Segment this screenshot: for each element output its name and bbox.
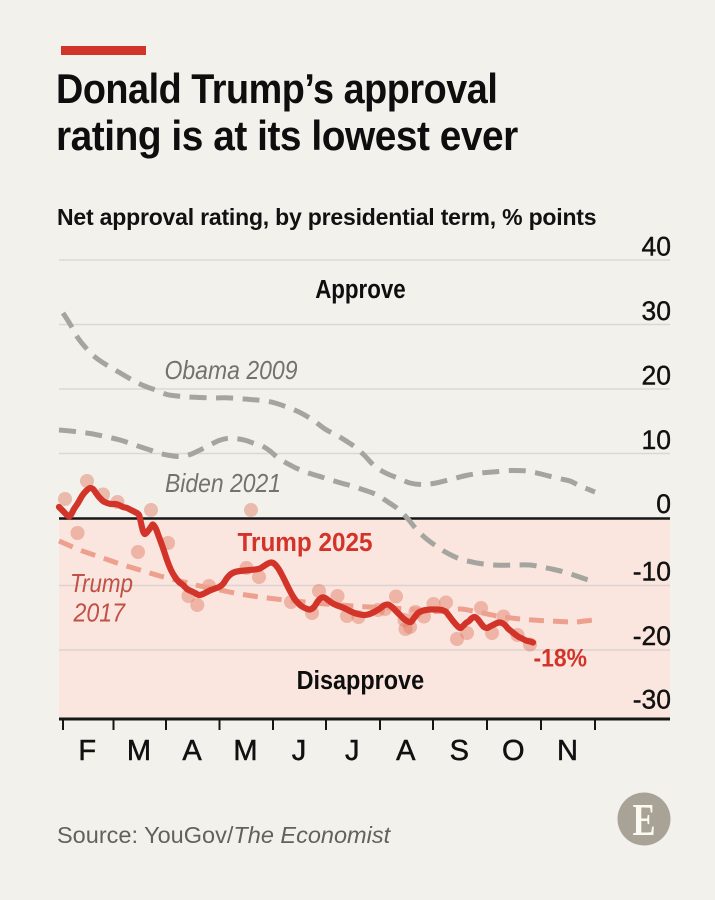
svg-text:Disapprove: Disapprove [297,667,425,695]
svg-text:-30: -30 [633,685,671,715]
svg-text:S: S [450,735,469,767]
svg-text:J: J [292,735,307,767]
svg-text:A: A [396,735,416,767]
svg-text:N: N [557,735,578,767]
svg-text:M: M [127,735,151,767]
svg-text:J: J [345,735,360,767]
svg-text:M: M [233,735,257,767]
svg-text:-20: -20 [633,621,671,651]
svg-text:2017: 2017 [73,598,127,628]
svg-text:Approve: Approve [315,276,406,304]
svg-text:O: O [502,735,525,767]
svg-text:A: A [182,735,202,767]
svg-text:Biden 2021: Biden 2021 [165,468,281,498]
svg-text:F: F [78,735,96,767]
svg-text:30: 30 [642,296,671,326]
svg-text:Trump 2025: Trump 2025 [238,529,373,557]
svg-text:Trump: Trump [70,568,133,598]
svg-text:-10: -10 [633,557,671,587]
svg-text:10: 10 [642,425,671,455]
svg-text:Obama 2009: Obama 2009 [165,355,298,385]
svg-text:0: 0 [656,489,671,519]
svg-text:40: 40 [642,232,671,262]
svg-text:20: 20 [642,361,671,391]
svg-text:-18%: -18% [534,645,588,673]
svg-text:E: E [633,794,656,845]
